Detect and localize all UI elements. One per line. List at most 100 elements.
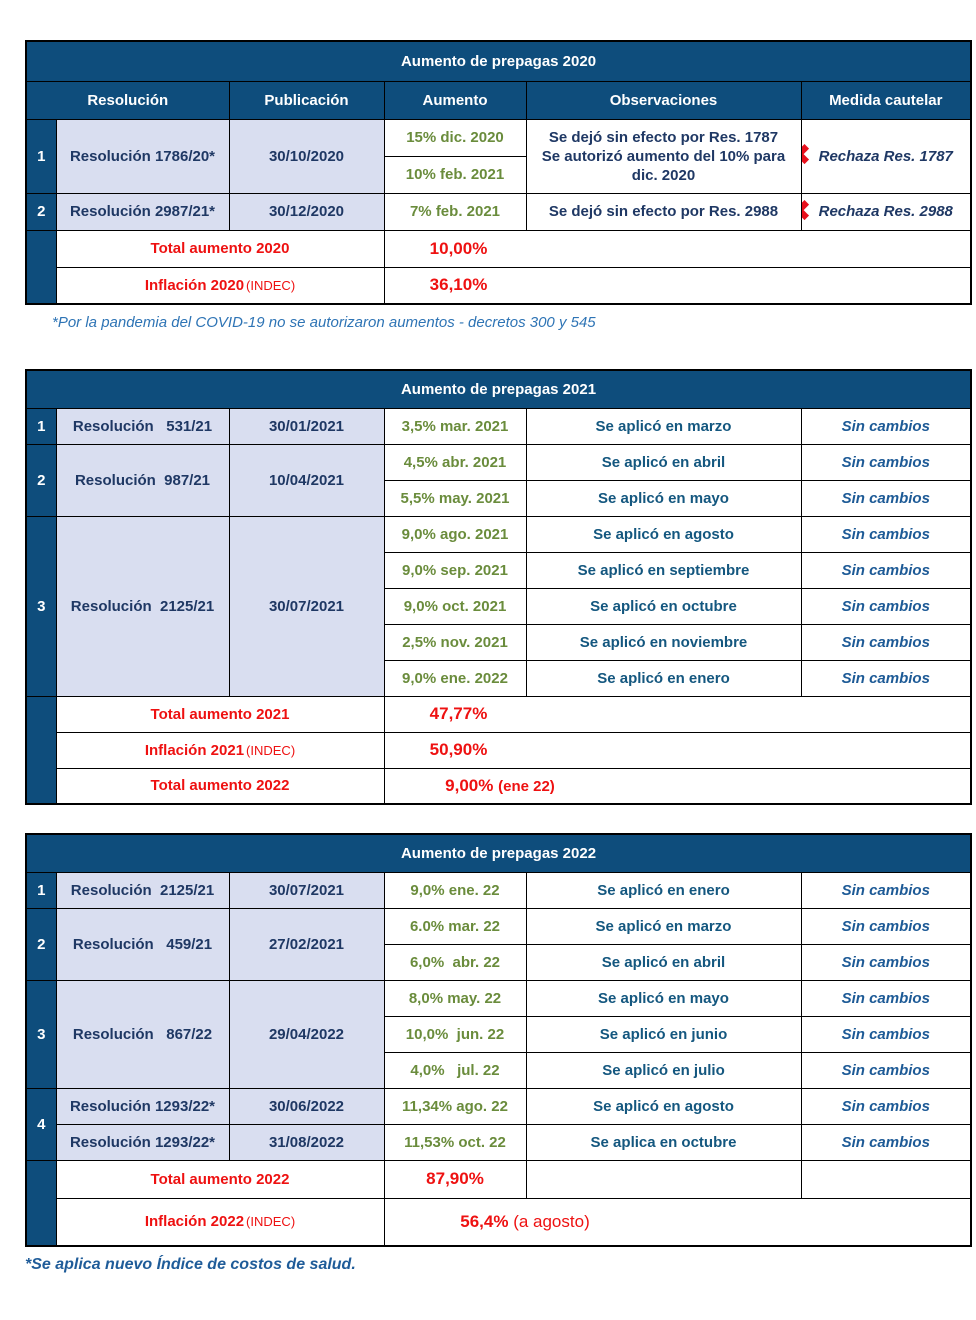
medida-cautelar-cell: Sin cambios bbox=[800, 1087, 972, 1125]
row-number-band bbox=[25, 229, 57, 305]
medida-cautelar-cell: Sin cambios bbox=[800, 979, 972, 1017]
aumento-cell: 4,0% jul. 22 bbox=[383, 1051, 527, 1089]
observacion-line: Se dejó sin efecto por Res. 1787 bbox=[548, 128, 779, 146]
aumento-cell: 8,0% may. 22 bbox=[383, 979, 527, 1017]
row-number-band bbox=[25, 1159, 57, 1247]
row-number: 3 bbox=[25, 515, 57, 697]
publicacion-cell: 30/06/2022 bbox=[228, 1087, 385, 1125]
total-value: 47,77% bbox=[429, 704, 488, 723]
aumento-cell: 6.0% mar. 22 bbox=[383, 907, 527, 945]
observaciones-cell: Se aplicó en marzo bbox=[525, 407, 802, 445]
aumento-cell: 2,5% nov. 2021 bbox=[383, 623, 527, 661]
table-title-2020: Aumento de prepagas 2020 bbox=[25, 40, 972, 82]
total-value: 10,00% bbox=[429, 238, 488, 258]
medida-cautelar-cell: Sin cambios bbox=[800, 659, 972, 697]
inflacion-value-cell: 50,90% bbox=[383, 731, 972, 769]
publicacion-cell: 31/08/2022 bbox=[228, 1123, 385, 1161]
medida-cautelar-cell: Sin cambios bbox=[800, 623, 972, 661]
row-number: 3 bbox=[25, 979, 57, 1089]
publicacion-cell: 30/07/2021 bbox=[228, 515, 385, 697]
medida-cautelar-cell: Sin cambios bbox=[800, 407, 972, 445]
table-title-2021: Aumento de prepagas 2021 bbox=[25, 369, 972, 409]
medida-cautelar-cell: Sin cambios bbox=[800, 479, 972, 517]
observaciones-cell: Se dejó sin efecto por Res. 1787 Se auto… bbox=[525, 118, 802, 194]
aumento-cell: 9,0% ene. 2022 bbox=[383, 659, 527, 697]
observaciones-cell: Se aplicó en marzo bbox=[525, 907, 802, 945]
resolucion-cell: Resolución 1786/20* bbox=[55, 118, 230, 194]
total-label: Total aumento 2021 bbox=[55, 695, 385, 733]
publicacion-cell: 29/04/2022 bbox=[228, 979, 385, 1089]
publicacion-cell: 27/02/2021 bbox=[228, 907, 385, 981]
row-number: 1 bbox=[25, 871, 57, 909]
table-aumento-2021: Aumento de prepagas 2021 1 Resolución 53… bbox=[25, 369, 973, 805]
medida-cautelar-cell: Sin cambios bbox=[800, 871, 972, 909]
aumento-cell: 11,53% oct. 22 bbox=[383, 1123, 527, 1161]
medida-cautelar-cell: Sin cambios bbox=[800, 551, 972, 589]
aumento-cell: 10% feb. 2021 bbox=[383, 155, 527, 194]
aumento-cell: 3,5% mar. 2021 bbox=[383, 407, 527, 445]
aumento-cell: 11,34% ago. 22 bbox=[383, 1087, 527, 1125]
medida-cautelar-cell: Sin cambios bbox=[800, 587, 972, 625]
inflacion-label-suffix: (INDEC) bbox=[246, 742, 296, 758]
col-header-resolucion: Resolución bbox=[25, 80, 230, 120]
observaciones-cell: Se dejó sin efecto por Res. 2988 bbox=[525, 192, 802, 231]
aumento-cell: 5,5% may. 2021 bbox=[383, 479, 527, 517]
medida-cautelar-cell: Sin cambios bbox=[800, 515, 972, 553]
observaciones-cell: Se aplicó en enero bbox=[525, 871, 802, 909]
inflacion-label: Inflación 2022 (INDEC) bbox=[55, 1197, 385, 1247]
row-number: 4 bbox=[25, 1087, 57, 1161]
aumento-cell: 9,0% ago. 2021 bbox=[383, 515, 527, 553]
medida-cautelar-cell: Sin cambios bbox=[800, 1123, 972, 1161]
row-number-band bbox=[25, 695, 57, 805]
inflacion-label: Inflación 2021 (INDEC) bbox=[55, 731, 385, 769]
observaciones-cell: Se aplicó en mayo bbox=[525, 479, 802, 517]
observaciones-cell: Se aplicó en octubre bbox=[525, 587, 802, 625]
resolucion-cell: Resolución 2125/21 bbox=[55, 871, 230, 909]
observaciones-cell: Se aplicó en julio bbox=[525, 1051, 802, 1089]
total-label: Total aumento 2022 bbox=[55, 1159, 385, 1199]
row-number: 2 bbox=[25, 907, 57, 981]
resolucion-cell: Resolución 2125/21 bbox=[55, 515, 230, 697]
publicacion-cell: 10/04/2021 bbox=[228, 443, 385, 517]
observaciones-cell: Se aplicó en abril bbox=[525, 943, 802, 981]
row-number: 1 bbox=[25, 118, 57, 194]
observacion-line: Se autorizó aumento del 10% para dic. 20… bbox=[541, 147, 786, 184]
resolucion-cell: Resolución 867/22 bbox=[55, 979, 230, 1089]
inflacion-label: Inflación 2020 (INDEC) bbox=[55, 266, 385, 305]
footnote-2020: *Por la pandemia del COVID-19 no se auto… bbox=[52, 314, 596, 331]
table-aumento-2022: Aumento de prepagas 2022 1 Resolución 21… bbox=[25, 833, 973, 1247]
medida-cautelar-cell: Sin cambios bbox=[800, 443, 972, 481]
total-2022-value-cell: 9,00% (ene 22) bbox=[383, 767, 972, 805]
resolucion-cell: Resolución 1293/22* bbox=[55, 1123, 230, 1161]
medida-text: Rechaza Res. 1787 bbox=[818, 147, 953, 165]
medida-cautelar-cell: Sin cambios bbox=[800, 1015, 972, 1053]
aumento-cell: 4,5% abr. 2021 bbox=[383, 443, 527, 481]
footnote-2022: *Se aplica nuevo Índice de costos de sal… bbox=[25, 1256, 356, 1273]
observaciones-cell: Se aplica en octubre bbox=[525, 1123, 802, 1161]
col-header-aumento: Aumento bbox=[383, 80, 527, 120]
publicacion-cell: 30/07/2021 bbox=[228, 871, 385, 909]
col-header-medida-cautelar: Medida cautelar bbox=[800, 80, 972, 120]
resolucion-cell: Resolución 2987/21* bbox=[55, 192, 230, 231]
inflacion-value-cell: 36,10% bbox=[383, 266, 972, 305]
inflacion-value-suffix: (a agosto) bbox=[513, 1211, 590, 1231]
total-2022-value-suffix: (ene 22) bbox=[498, 777, 555, 795]
total-2022-value: 9,00% (ene 22) bbox=[445, 775, 555, 795]
total-value-cell: 87,90% bbox=[383, 1159, 527, 1199]
aumento-cell: 9,0% ene. 22 bbox=[383, 871, 527, 909]
aumento-cell: 10,0% jun. 22 bbox=[383, 1015, 527, 1053]
row-number: 1 bbox=[25, 407, 57, 445]
aumento-cell: 6,0% abr. 22 bbox=[383, 943, 527, 981]
total-label: Total aumento 2020 bbox=[55, 229, 385, 268]
medida-cautelar-cell: Sin cambios bbox=[800, 907, 972, 945]
observaciones-cell: Se aplicó en septiembre bbox=[525, 551, 802, 589]
publicacion-cell: 30/10/2020 bbox=[228, 118, 385, 194]
table-aumento-2020: Aumento de prepagas 2020 Resolución Publ… bbox=[25, 40, 973, 305]
medida-cautelar-cell: Sin cambios bbox=[800, 1051, 972, 1089]
table-title-2022: Aumento de prepagas 2022 bbox=[25, 833, 972, 873]
aumento-cell: 9,0% sep. 2021 bbox=[383, 551, 527, 589]
observaciones-cell: Se aplicó en abril bbox=[525, 443, 802, 481]
inflacion-value: 56,4% (a agosto) bbox=[460, 1211, 590, 1231]
inflacion-value: 50,90% bbox=[429, 740, 488, 759]
medida-cautelar-cell: Sin cambios bbox=[800, 943, 972, 981]
